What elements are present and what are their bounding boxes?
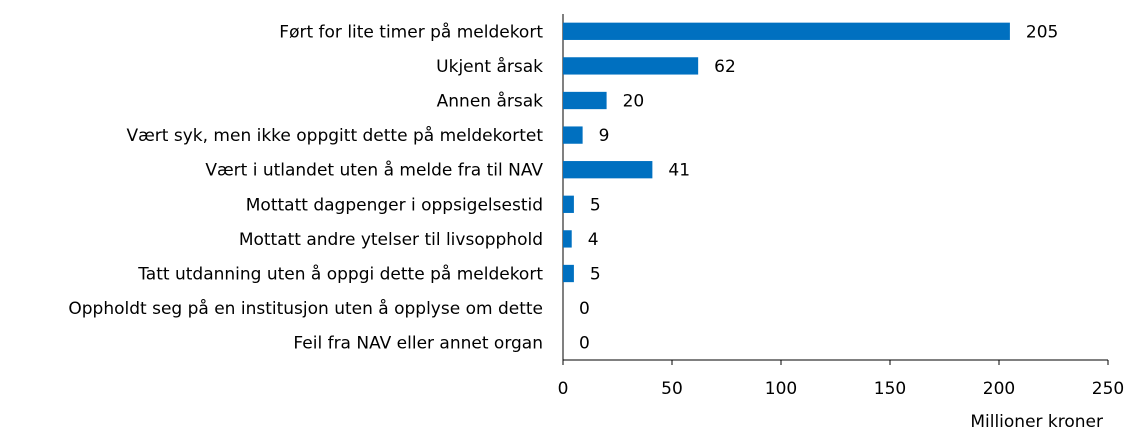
value-label: 5 — [590, 265, 601, 285]
y-tick-label: Annen årsak — [437, 91, 543, 112]
value-label: 0 — [579, 299, 590, 319]
bar — [563, 161, 653, 179]
y-tick-label: Oppholdt seg på en institusjon uten å op… — [68, 298, 543, 319]
value-label: 9 — [599, 126, 610, 146]
bar — [563, 126, 583, 144]
x-tick-label: 150 — [874, 379, 906, 399]
x-axis-title: Millioner kroner — [970, 412, 1103, 430]
x-tick-label: 250 — [1092, 379, 1124, 399]
y-tick-label: Vært i utlandet uten å melde fra til NAV — [205, 160, 543, 181]
x-tick-label: 100 — [765, 379, 797, 399]
value-label: 205 — [1026, 22, 1058, 42]
y-tick-label: Ført for lite timer på meldekort — [279, 21, 543, 42]
y-tick-label: Mottatt dagpenger i oppsigelsestid — [246, 195, 543, 215]
bar — [563, 57, 699, 75]
y-tick-label: Ukjent årsak — [436, 56, 543, 77]
bar — [563, 264, 574, 283]
y-tick-label: Feil fra NAV eller annet organ — [293, 334, 543, 354]
value-label: 4 — [588, 230, 599, 250]
x-tick-label: 0 — [558, 379, 569, 399]
x-tick-label: 200 — [983, 379, 1015, 399]
value-label: 62 — [714, 57, 736, 77]
value-label: 0 — [579, 334, 590, 354]
y-tick-label: Tatt utdanning uten å oppgi dette på mel… — [137, 264, 543, 285]
value-label: 41 — [668, 161, 690, 181]
bar — [563, 91, 607, 110]
value-label: 20 — [623, 92, 645, 112]
bar — [563, 195, 574, 213]
y-tick-label: Mottatt andre ytelser til livsopphold — [239, 230, 543, 250]
bar — [563, 22, 1010, 40]
x-tick-label: 50 — [661, 379, 683, 399]
y-tick-label: Vært syk, men ikke oppgitt dette på meld… — [126, 125, 543, 146]
value-label: 5 — [590, 195, 601, 215]
bar — [563, 230, 572, 248]
